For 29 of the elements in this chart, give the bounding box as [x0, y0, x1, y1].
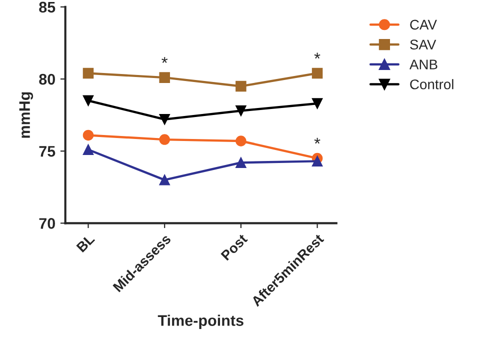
x-axis-title: Time-points [158, 314, 244, 329]
y-axis-title: mmHg [19, 92, 34, 138]
point [159, 134, 170, 145]
point [82, 68, 94, 79]
point [312, 98, 323, 109]
legend-label: SAV [410, 40, 436, 50]
point [236, 136, 246, 146]
point [159, 174, 170, 186]
point [236, 80, 246, 92]
point [159, 114, 170, 125]
point [82, 95, 94, 106]
x-tick-label: BL [76, 234, 96, 252]
y-tick-label: 70 [39, 218, 55, 229]
legend-label: Control [410, 79, 454, 90]
y-tick-label: 75 [39, 146, 56, 157]
point [82, 144, 94, 156]
legend-label: ANB [409, 60, 438, 70]
point [159, 72, 170, 83]
point [236, 105, 246, 116]
y-tick-label: 80 [39, 74, 55, 85]
annotation: * [162, 57, 168, 63]
y-tick-label: 85 [39, 2, 56, 13]
annotation: * [314, 52, 320, 59]
point [312, 68, 323, 79]
point [236, 157, 246, 168]
point [312, 156, 323, 167]
annotation: * [314, 138, 320, 144]
legend-label: CAV [410, 20, 437, 30]
point [82, 130, 94, 141]
